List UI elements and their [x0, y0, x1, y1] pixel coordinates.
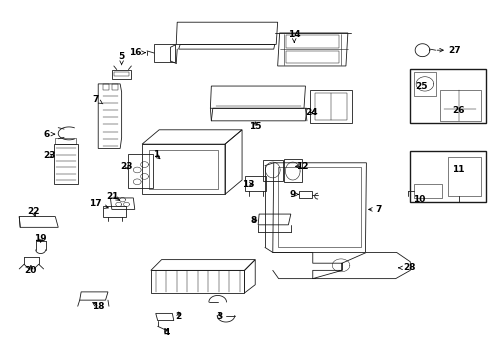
Text: 21: 21	[106, 192, 120, 201]
Text: 17: 17	[89, 199, 108, 208]
Text: 18: 18	[92, 302, 104, 311]
Text: 2: 2	[175, 312, 182, 321]
Text: 7: 7	[368, 205, 381, 214]
Text: 6: 6	[44, 130, 55, 139]
Bar	[103, 84, 109, 90]
Text: 19: 19	[34, 234, 47, 243]
Text: 27: 27	[436, 46, 460, 55]
Text: 28: 28	[398, 264, 415, 273]
Text: 15: 15	[248, 122, 261, 131]
Bar	[409, 69, 485, 123]
Text: 25: 25	[414, 82, 427, 91]
Text: 4: 4	[163, 328, 169, 337]
Text: 8: 8	[250, 216, 256, 225]
Text: 10: 10	[412, 195, 425, 204]
Text: 16: 16	[128, 48, 145, 57]
Bar	[112, 84, 118, 90]
Text: 14: 14	[287, 30, 300, 42]
Text: 23: 23	[43, 151, 56, 160]
Text: 22: 22	[27, 207, 40, 217]
Text: 3: 3	[216, 312, 222, 321]
Text: 1: 1	[152, 150, 160, 159]
Text: 5: 5	[118, 52, 124, 65]
Bar	[285, 36, 338, 48]
Text: 7: 7	[92, 95, 102, 104]
Text: 20: 20	[25, 265, 37, 275]
Text: 9: 9	[288, 190, 298, 199]
Text: 12: 12	[295, 162, 307, 171]
Bar	[285, 51, 338, 63]
Text: 26: 26	[451, 105, 464, 114]
Text: 13: 13	[242, 180, 254, 189]
Text: 24: 24	[305, 108, 318, 117]
Text: 23: 23	[120, 162, 132, 171]
Bar	[149, 150, 217, 189]
Bar	[409, 151, 485, 202]
Text: 11: 11	[451, 165, 464, 174]
